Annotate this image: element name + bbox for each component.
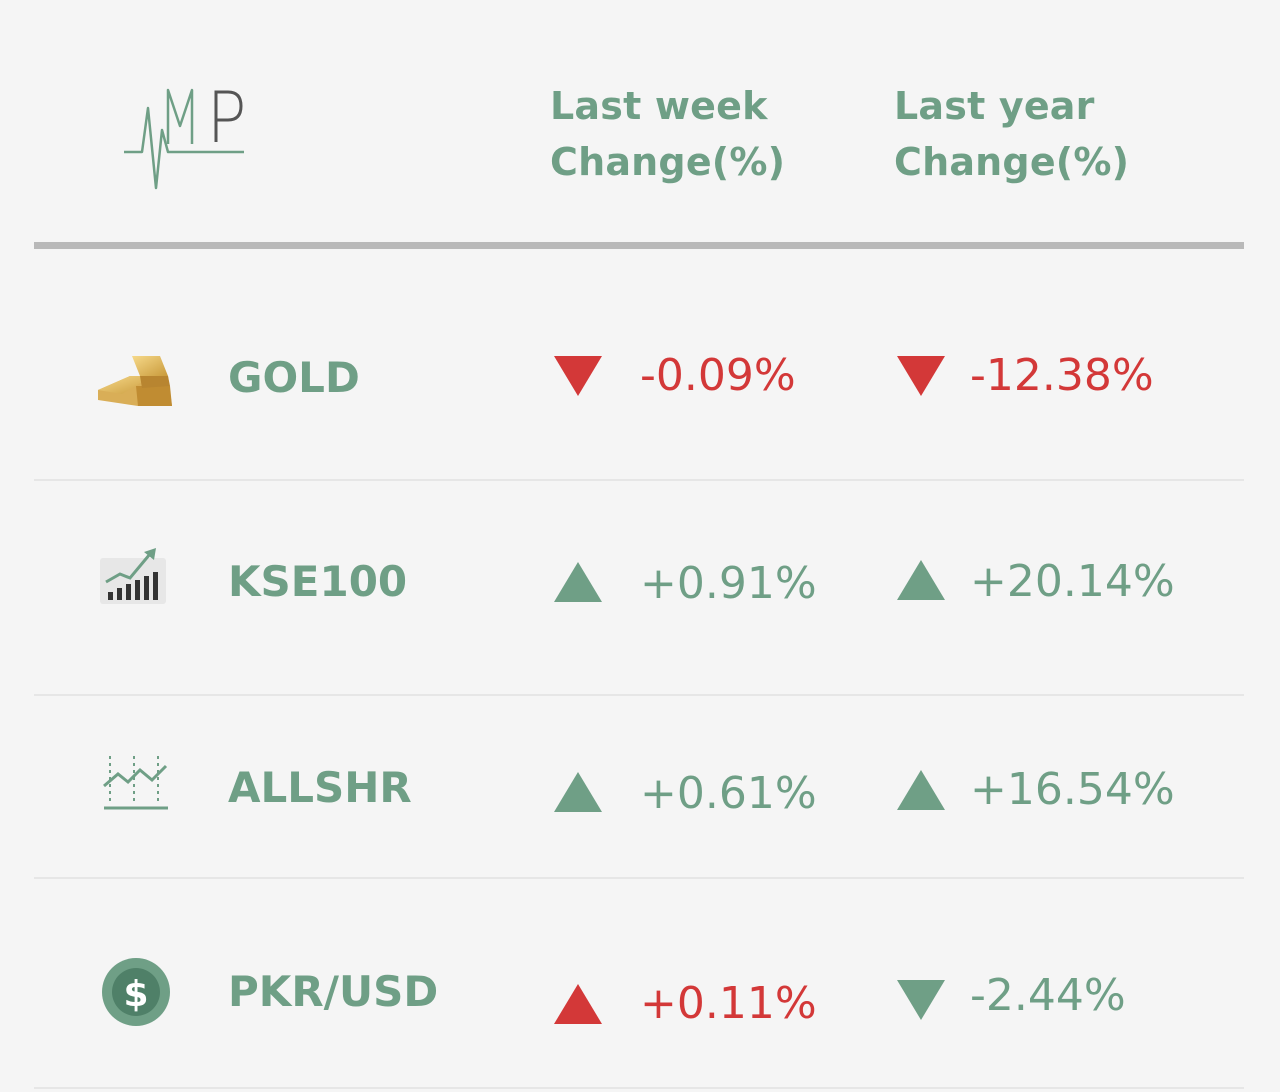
asset-name: GOLD [228,353,360,402]
week-change-value: +0.91% [640,558,817,609]
up-arrow-icon [897,770,945,810]
up-arrow-icon [897,560,945,600]
last-year-header-line2: Change(%) [894,140,1130,184]
dollar-coin-icon: $ [102,958,170,1026]
last-week-header-line2: Change(%) [550,140,786,184]
stock-growth-chart-icon [100,548,166,604]
year-change-value: -12.38% [970,350,1154,401]
down-arrow-icon [554,356,602,396]
header-divider [34,242,1244,249]
table-row-allshr[interactable]: ALLSHR +0.61% +16.54% [0,752,1280,852]
row-divider [34,1087,1244,1089]
down-arrow-icon [897,356,945,396]
down-arrow-icon [897,980,945,1020]
last-year-header: Last year Change(%) [894,78,1129,190]
table-row-kse100[interactable]: KSE100 +0.91% +20.14% [0,546,1280,646]
asset-name: PKR/USD [228,967,439,1016]
last-week-header: Last week Change(%) [550,78,785,190]
svg-text:$: $ [123,974,148,1015]
table-row-gold[interactable]: GOLD -0.09% -12.38% [0,342,1280,442]
row-divider [34,479,1244,481]
up-arrow-icon [554,772,602,812]
table-row-pkr-usd[interactable]: $ PKR/USD +0.11% -2.44% [0,956,1280,1056]
row-divider [34,694,1244,696]
last-year-header-line1: Last year [894,84,1095,128]
week-change-value: +0.11% [640,978,817,1029]
year-change-value: +20.14% [970,556,1175,607]
week-change-value: +0.61% [640,768,817,819]
gold-bars-icon [98,356,172,406]
asset-name: KSE100 [228,557,408,606]
year-change-value: +16.54% [970,764,1175,815]
asset-name: ALLSHR [228,763,412,812]
up-arrow-icon [554,984,602,1024]
last-week-header-line1: Last week [550,84,768,128]
up-arrow-icon [554,562,602,602]
amp-logo [124,88,244,190]
line-chart-icon [103,756,168,810]
year-change-value: -2.44% [970,970,1126,1021]
row-divider [34,877,1244,879]
week-change-value: -0.09% [640,350,796,401]
